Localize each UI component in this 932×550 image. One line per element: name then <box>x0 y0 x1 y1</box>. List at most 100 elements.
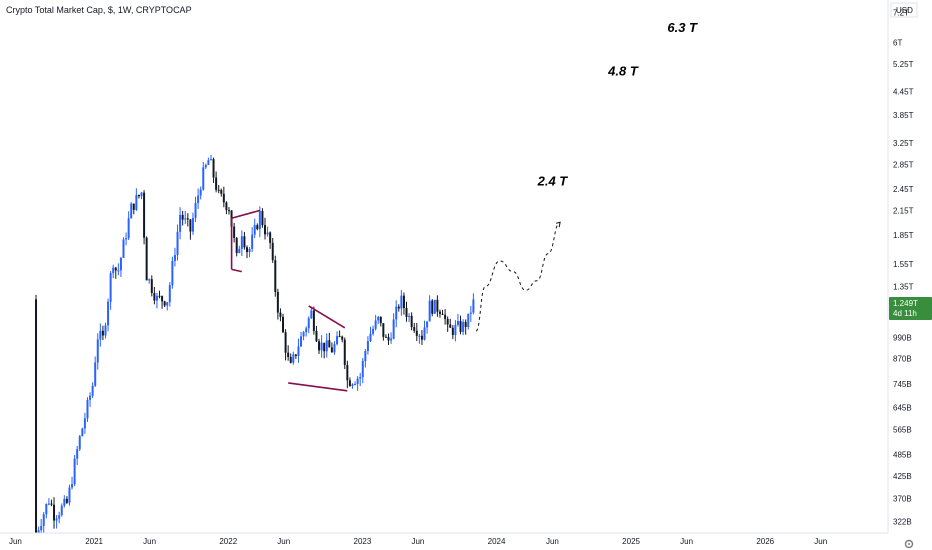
candle-163 <box>454 320 457 342</box>
candle-137 <box>387 333 390 345</box>
candle-16 <box>76 445 79 466</box>
candle-body-42 <box>143 192 146 238</box>
candle-body-130 <box>369 333 372 342</box>
candle-body-122 <box>348 380 351 387</box>
candle-160 <box>446 316 449 332</box>
candle-body-4 <box>45 503 48 515</box>
candle-162 <box>451 325 454 340</box>
candle-body-28 <box>107 301 110 326</box>
candle-53 <box>171 256 174 289</box>
candle-7 <box>53 497 56 529</box>
candle-54 <box>173 247 176 267</box>
candle-95 <box>279 308 282 322</box>
candle-126 <box>359 372 362 387</box>
candle-body-22 <box>91 385 94 396</box>
x-tick-label-7: 2024 <box>488 537 506 546</box>
time-axis[interactable]: Jun 2021 Jun 2022 Jun 2023 Jun 2024 Jun 2025 Jun 20… <box>0 532 888 550</box>
candle-40 <box>137 194 140 199</box>
candle-body-119 <box>341 336 344 340</box>
candle-133 <box>377 316 380 325</box>
candle-61 <box>191 212 194 235</box>
candle-body-142 <box>400 295 403 309</box>
candle-body-47 <box>155 295 158 301</box>
candle-31 <box>114 266 117 279</box>
patterns-layer <box>230 209 348 392</box>
candle-body-41 <box>140 192 143 197</box>
candle-body-110 <box>318 341 321 351</box>
candle-144 <box>405 301 408 322</box>
currency-button[interactable] <box>890 2 918 18</box>
candle-141 <box>397 304 400 312</box>
candle-28 <box>107 298 110 332</box>
candle-17 <box>78 435 81 452</box>
candle-51 <box>166 301 169 311</box>
candle-85 <box>253 218 256 239</box>
candle-114 <box>328 332 331 348</box>
candle-body-19 <box>83 418 86 429</box>
candle-70 <box>215 171 218 193</box>
candle-105 <box>305 326 308 337</box>
candle-body-109 <box>315 330 318 342</box>
candle-body-99 <box>289 357 292 363</box>
price-badge-countdown: 4d 11h <box>893 309 917 318</box>
candle-159 <box>444 309 447 325</box>
candle-body-50 <box>163 301 166 306</box>
candle-body-9 <box>58 515 61 519</box>
x-tick-label-8: Jun <box>546 537 559 546</box>
candle-89 <box>264 217 267 240</box>
candle-39 <box>135 188 138 211</box>
candle-164 <box>456 313 459 327</box>
candle-body-155 <box>433 299 436 314</box>
candle-152 <box>426 321 429 334</box>
candle-110 <box>318 338 321 354</box>
y-tick-label-13: 870B <box>893 355 912 364</box>
candle-43 <box>145 236 148 281</box>
x-tick-label-5: 2023 <box>354 537 372 546</box>
candle-125 <box>356 376 359 391</box>
candle-body-118 <box>338 336 341 338</box>
candle-25 <box>99 323 102 347</box>
y-tick-label-4: 3.85T <box>893 111 914 120</box>
y-tick-label-11: 1.35T <box>893 283 914 292</box>
candle-body-103 <box>300 336 303 347</box>
candle-body-24 <box>96 339 99 363</box>
candle-body-158 <box>441 313 444 315</box>
candle-body-1 <box>37 530 40 534</box>
candle-body-25 <box>99 330 102 340</box>
annotation-layer: 2.4 T 4.8 T 6.3 T <box>537 20 698 189</box>
price-axis[interactable]: USD 7.2T 6T 5.25T 4.45T 3.85T 3.25T 2.85T 2.45T… <box>887 0 932 550</box>
x-tick-label-11: 2026 <box>756 537 774 546</box>
candle-body-52 <box>168 285 171 303</box>
candle-167 <box>464 319 467 335</box>
candle-body-136 <box>384 336 387 338</box>
candle-body-77 <box>233 226 236 238</box>
candle-67 <box>207 157 210 166</box>
candle-body-85 <box>253 225 256 235</box>
x-tick-label-10: Jun <box>680 537 693 546</box>
candle-body-121 <box>346 364 349 381</box>
candle-79 <box>238 245 241 254</box>
candle-body-35 <box>125 238 128 240</box>
candle-147 <box>413 322 416 333</box>
candle-body-84 <box>251 234 254 249</box>
candle-body-104 <box>302 332 305 337</box>
candle-100 <box>292 351 295 365</box>
candle-body-63 <box>197 195 200 204</box>
candle-128 <box>364 348 367 368</box>
candle-body-97 <box>284 332 287 353</box>
candle-body-100 <box>292 354 295 363</box>
candle-0 <box>35 294 38 535</box>
candle-body-87 <box>258 211 261 230</box>
y-tick-label-12: 990B <box>893 333 912 342</box>
candle-body-70 <box>215 177 218 190</box>
candle-36 <box>127 211 130 241</box>
candle-151 <box>423 320 426 341</box>
candle-83 <box>248 247 251 258</box>
y-tick-label-14: 745B <box>893 380 912 389</box>
candle-82 <box>245 245 248 259</box>
candle-body-128 <box>364 350 367 361</box>
projection-layer <box>475 221 561 332</box>
candle-96 <box>282 313 285 333</box>
settings-gear-icon[interactable] <box>904 539 914 549</box>
